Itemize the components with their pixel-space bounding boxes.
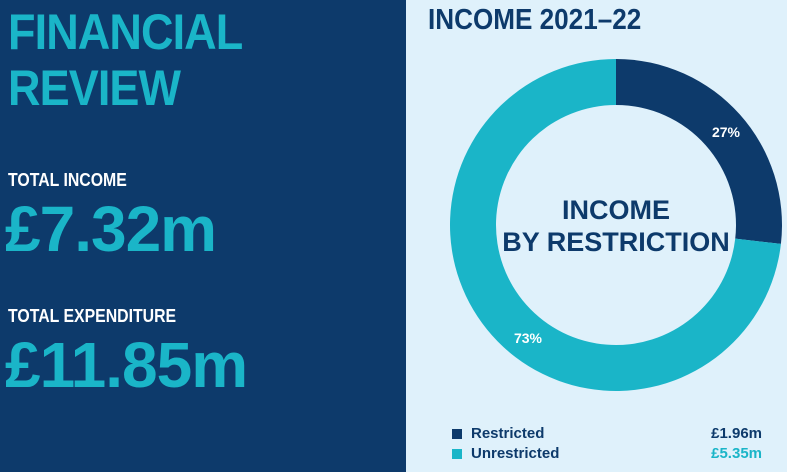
chart-title: INCOME 2021–22	[428, 4, 642, 36]
percent-label-restricted: 27%	[712, 124, 741, 140]
chart-legend: Restricted £1.96m Unrestricted £5.35m	[446, 424, 762, 464]
income-donut-chart: INCOME BY RESTRICTION 27% 73%	[449, 58, 782, 391]
donut-slice-restricted	[616, 59, 782, 244]
legend-value-unrestricted: £5.35m	[711, 445, 762, 462]
legend-label-unrestricted: Unrestricted	[471, 445, 560, 462]
page-title-line-2: REVIEW	[8, 60, 181, 116]
donut-slices	[449, 58, 782, 391]
total-income-label: TOTAL INCOME	[8, 170, 127, 190]
total-expenditure-value: £11.85m	[5, 329, 248, 401]
donut-center-label-line-2: BY RESTRICTION	[502, 227, 730, 257]
legend-value-restricted: £1.96m	[711, 425, 762, 442]
income-chart-panel: INCOME 2021–22 INCOME BY RESTRICTION 27%…	[406, 0, 787, 472]
legend-swatch-unrestricted	[452, 449, 462, 459]
donut-percent-labels: 27% 73%	[514, 124, 741, 346]
donut-center-label-line-1: INCOME	[562, 195, 670, 225]
legend-swatch-restricted	[452, 429, 462, 439]
legend-label-restricted: Restricted	[471, 425, 545, 442]
page-title: FINANCIAL REVIEW	[8, 4, 243, 116]
total-income-value: £7.32m	[5, 193, 217, 265]
percent-label-unrestricted: 73%	[514, 330, 543, 346]
total-expenditure-label: TOTAL EXPENDITURE	[8, 306, 177, 326]
legend-item-restricted: Restricted £1.96m	[446, 424, 762, 444]
page-title-line-1: FINANCIAL	[8, 4, 243, 60]
financial-review-panel: FINANCIAL REVIEW TOTAL INCOME £7.32m TOT…	[0, 0, 406, 472]
legend-item-unrestricted: Unrestricted £5.35m	[446, 444, 762, 464]
